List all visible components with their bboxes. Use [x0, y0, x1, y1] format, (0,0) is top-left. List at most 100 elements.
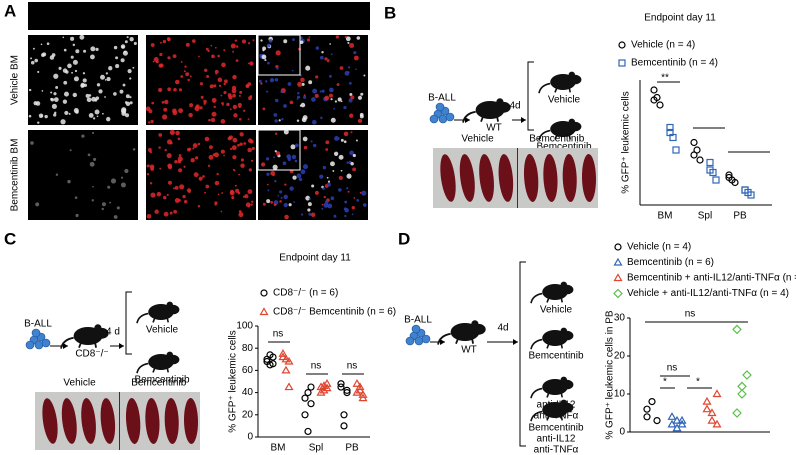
signal: [194, 156, 199, 160]
signal: [237, 144, 240, 147]
signal: [110, 178, 117, 184]
mouse-ear: [560, 376, 567, 383]
x-tick-label: PB: [733, 211, 747, 222]
signal: [109, 201, 112, 204]
signal: [50, 91, 53, 94]
data-point: [278, 349, 288, 357]
signal: [120, 58, 125, 63]
signal: [169, 129, 175, 136]
signal: [249, 95, 253, 98]
data-point: [337, 380, 345, 388]
mouse-ear: [166, 351, 173, 358]
x-tick-label: Spl: [309, 443, 323, 454]
annotation: **: [661, 73, 669, 84]
signal: [203, 99, 207, 104]
signal: [321, 207, 324, 210]
signal: [116, 206, 120, 210]
signal: [91, 96, 97, 102]
signal: [338, 154, 344, 160]
signal: [243, 109, 246, 112]
data-point: [307, 383, 315, 391]
signal: [167, 56, 171, 60]
signal: [159, 41, 162, 44]
signal: [261, 54, 267, 60]
signal: [242, 195, 245, 198]
signal: [232, 168, 235, 171]
signal: [335, 35, 340, 39]
arm-label: Vehicle: [540, 305, 573, 316]
signal: [157, 87, 163, 93]
signal: [353, 51, 357, 55]
signal: [292, 38, 295, 42]
signal: [129, 96, 132, 99]
mouse-leg: [480, 116, 484, 123]
signal: [155, 60, 159, 64]
signal: [184, 65, 187, 68]
signal: [92, 185, 94, 188]
signal: [44, 114, 48, 119]
data-point: [747, 191, 755, 199]
signal: [327, 182, 331, 187]
strain-label: CD8⁻/⁻: [75, 349, 108, 360]
y-tick-label: 100: [236, 321, 253, 332]
signal: [180, 75, 184, 78]
data-point: [650, 96, 658, 104]
mouse-tail: [437, 332, 451, 345]
micrograph: [28, 130, 138, 220]
signal: [349, 93, 353, 97]
signal: [349, 150, 354, 156]
data-point: [319, 381, 329, 390]
signal: [272, 164, 278, 170]
signal: [72, 43, 76, 47]
signal: [212, 153, 216, 156]
signal: [175, 79, 180, 85]
signal: [300, 169, 306, 175]
signal: [330, 117, 336, 123]
signal: [329, 87, 334, 93]
signal: [74, 196, 78, 199]
signal: [284, 183, 287, 186]
signal: [54, 111, 57, 115]
panel-label: D: [398, 229, 410, 248]
signal: [183, 200, 188, 204]
data-point: [266, 351, 274, 359]
mouse-ear: [166, 301, 173, 308]
signal: [343, 105, 347, 110]
signal: [351, 206, 355, 210]
signal: [346, 161, 349, 164]
signal: [274, 180, 277, 183]
signal: [336, 83, 340, 87]
spleen: [498, 154, 514, 202]
signal: [96, 83, 101, 87]
mouse-leg: [560, 416, 563, 421]
signal: [258, 79, 262, 83]
signal: [183, 70, 186, 73]
data-point: [304, 389, 312, 397]
spleen: [562, 154, 577, 202]
signal: [326, 176, 329, 179]
signal: [251, 200, 254, 203]
signal: [343, 140, 347, 144]
signal: [177, 137, 181, 141]
signal: [122, 83, 126, 87]
data-point: [355, 385, 365, 394]
signal: [159, 167, 162, 170]
signal: [314, 93, 319, 98]
signal: [175, 130, 180, 136]
y-axis-label: % GFP⁺ leukemic cells in PB: [605, 310, 616, 440]
signal: [126, 36, 129, 39]
signal: [58, 66, 62, 70]
signal: [312, 88, 318, 94]
signal: [173, 88, 177, 92]
data-point: [281, 365, 291, 374]
signal: [345, 36, 351, 42]
signal: [349, 113, 354, 118]
signal: [357, 118, 363, 124]
mouse-leg: [455, 338, 459, 345]
signal: [327, 180, 331, 183]
signal: [70, 55, 74, 59]
signal: [250, 159, 254, 162]
signal: [30, 141, 34, 145]
signal: [53, 113, 57, 117]
mouse-tail: [538, 82, 551, 94]
